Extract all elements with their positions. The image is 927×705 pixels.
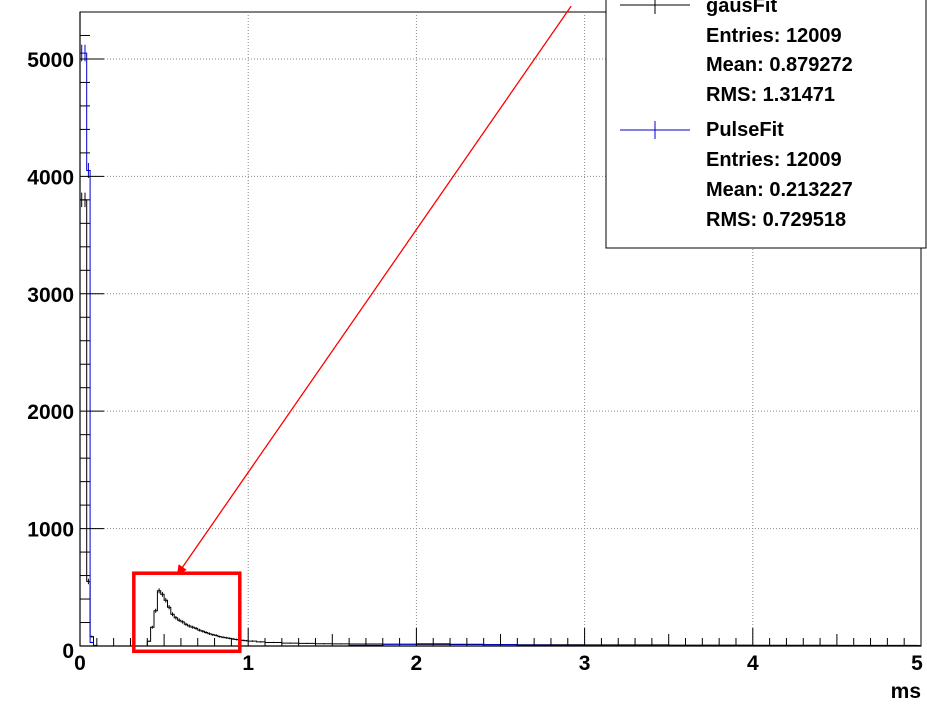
legend-name-pulsefit: PulseFit — [706, 119, 784, 141]
legend-rms-gausfit: RMS: 1.31471 — [706, 84, 835, 106]
legend-mean-pulsefit: Mean: 0.213227 — [706, 179, 853, 201]
y-tick-label-3: 3000 — [27, 284, 74, 307]
legend-entry-pulsefit: PulseFit Entries: 12009 Mean: 0.213227 R… — [620, 119, 853, 231]
legend-entries-pulsefit: Entries: 12009 — [706, 149, 842, 171]
x-tick-label-5: 5 — [911, 652, 923, 675]
x-tick-labels: 0 1 2 3 4 5 — [74, 652, 923, 675]
legend-mean-gausfit: Mean: 0.879272 — [706, 54, 853, 76]
axes — [79, 12, 922, 647]
x-tick-label-3: 3 — [579, 652, 591, 675]
x-tick-label-4: 4 — [747, 652, 759, 675]
y-tick-label-2: 2000 — [27, 401, 74, 424]
legend-box — [605, 0, 927, 249]
y-tick-label-1: 1000 — [27, 519, 74, 542]
legend-rms-pulsefit: RMS: 0.729518 — [706, 209, 846, 231]
x-axis-label: ms — [891, 680, 921, 703]
legend-entries-gausfit: Entries: 12009 — [706, 25, 842, 47]
y-tick-label-0: 0 — [62, 640, 74, 663]
x-tick-label-0: 0 — [74, 652, 86, 675]
annotations — [132, 5, 572, 654]
y-tick-label-5: 5000 — [27, 49, 74, 72]
legend: gausFit Entries: 12009 Mean: 0.879272 RM… — [605, 0, 927, 249]
legend-name-gausfit: gausFit — [706, 0, 777, 17]
x-tick-label-1: 1 — [242, 652, 254, 675]
annotation-box — [132, 571, 242, 654]
legend-entry-gausfit: gausFit Entries: 12009 Mean: 0.879272 RM… — [620, 0, 853, 106]
y-tick-labels: 0 1000 2000 3000 4000 5000 — [27, 49, 74, 663]
y-tick-label-4: 4000 — [27, 166, 74, 189]
annotation-arrow — [176, 5, 572, 576]
x-tick-label-2: 2 — [411, 652, 423, 675]
